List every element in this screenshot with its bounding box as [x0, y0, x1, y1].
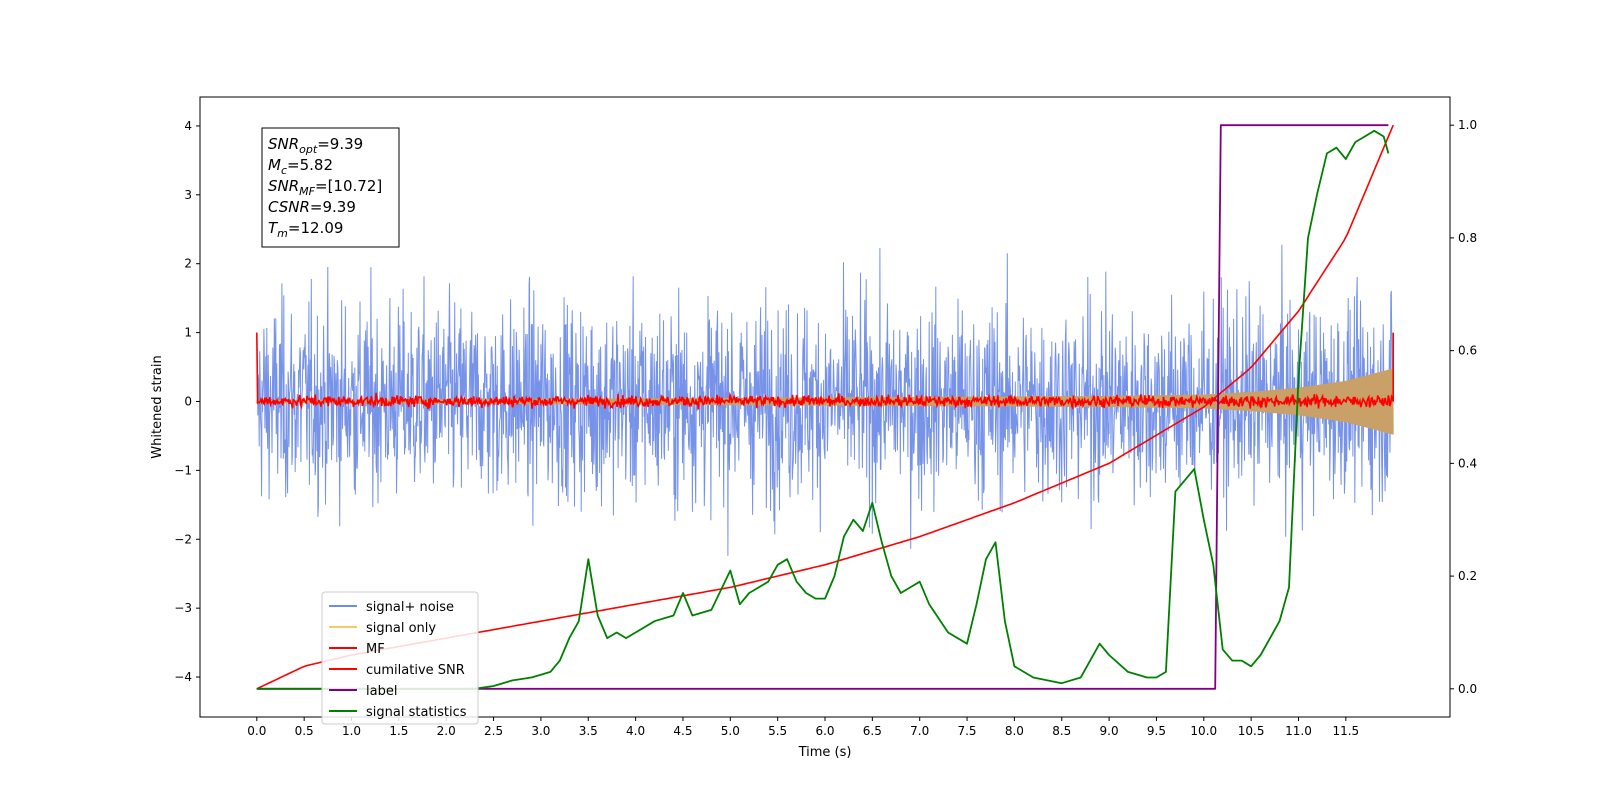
series-label: [256, 124, 1389, 690]
x-tick-label: 8.0: [1005, 724, 1024, 738]
x-tick-label: 0.0: [247, 724, 266, 738]
x-axis-label: Time (s): [798, 745, 852, 760]
y-tick-label: −2: [174, 532, 192, 546]
x-tick-label: 11.0: [1285, 724, 1312, 738]
annotation-symbol: SNR: [268, 177, 299, 195]
x-tick-label: 5.0: [721, 724, 740, 738]
annotation-symbol: T: [268, 219, 279, 237]
y2-tick-label: 0.4: [1458, 456, 1477, 470]
annotation-box: SNRopt=9.39Mc=5.82SNRMF=[10.72]CSNR=9.39…: [261, 127, 400, 248]
annotation-line: SNRMF=[10.72]: [268, 177, 382, 198]
annotation-value: =9.39: [317, 135, 363, 153]
y-tick-label: −3: [174, 601, 192, 615]
annotation-value: =9.39: [310, 198, 356, 216]
legend-label: MF: [366, 642, 385, 657]
y-tick-label: 3: [184, 188, 192, 202]
legend-label: signal only: [366, 621, 436, 636]
x-tick-label: 4.0: [626, 724, 645, 738]
y-tick-label: 0: [184, 394, 192, 408]
annotation-value: =5.82: [287, 156, 333, 174]
annotation-value: =12.09: [288, 219, 344, 237]
y-tick-label: 4: [184, 119, 192, 133]
annotation-frame: [261, 127, 400, 248]
y2-tick-label: 1.0: [1458, 118, 1477, 132]
legend-label: cumilative SNR: [366, 663, 465, 678]
x-tick-label: 4.5: [673, 724, 692, 738]
annotation-line: SNRopt=9.39: [268, 135, 363, 156]
x-tick-label: 7.5: [957, 724, 976, 738]
legend-frame: [321, 591, 479, 725]
y-tick-label: −1: [174, 463, 192, 477]
annotation-symbol: M: [268, 156, 281, 174]
annotation-subscript: c: [281, 164, 287, 177]
x-tick-label: 3.0: [531, 724, 550, 738]
x-tick-label: 1.5: [389, 724, 408, 738]
annotation-value: =[10.72]: [315, 177, 382, 195]
y-tick-label: 2: [184, 257, 192, 271]
series-signal-noise: [256, 244, 1394, 556]
y-tick-label: −4: [174, 670, 192, 684]
y-tick-label: 1: [184, 326, 192, 340]
annotation-subscript: MF: [299, 185, 315, 198]
y2-tick-label: 0.0: [1458, 682, 1477, 696]
x-tick-label: 6.5: [863, 724, 882, 738]
x-tick-label: 10.5: [1238, 724, 1265, 738]
series-signal-statistics: [256, 129, 1390, 690]
legend-label: label: [366, 684, 397, 699]
x-tick-label: 3.5: [579, 724, 598, 738]
annotation-line: Mc=5.82: [268, 156, 333, 177]
x-tick-label: 10.0: [1190, 724, 1217, 738]
annotation-symbol: CSNR: [268, 198, 310, 216]
annotation-line: Tm=12.09: [268, 219, 343, 240]
axis-ticks: 0.0 0.5 1.0 1.5 2.0 2.5 3.0 3.5 4.0 4.5 5.0 5.5 6.0 6…: [174, 118, 1477, 738]
x-tick-label: 7.0: [910, 724, 929, 738]
x-tick-label: 5.5: [768, 724, 787, 738]
series-mf: [256, 332, 1394, 411]
x-tick-label: 11.5: [1332, 724, 1359, 738]
y2-tick-label: 0.2: [1458, 569, 1477, 583]
x-tick-label: 0.5: [295, 724, 314, 738]
annotation-symbol: SNR: [268, 135, 299, 153]
x-tick-label: 1.0: [342, 724, 361, 738]
y2-tick-label: 0.8: [1458, 231, 1477, 245]
y2-tick-label: 0.6: [1458, 344, 1477, 358]
x-tick-label: 8.5: [1052, 724, 1071, 738]
legend: signal+ noise signal only MF cumilative SNR…: [321, 591, 479, 725]
x-tick-label: 6.0: [815, 724, 834, 738]
annotation-subscript: opt: [299, 143, 318, 156]
annotation-subscript: m: [277, 227, 288, 240]
legend-label: signal+ noise: [366, 600, 454, 615]
legend-label: signal statistics: [366, 705, 467, 720]
x-tick-label: 2.5: [484, 724, 503, 738]
x-tick-label: 9.0: [1100, 724, 1119, 738]
y-axis-label: Whitened strain: [150, 355, 165, 458]
x-tick-label: 9.5: [1147, 724, 1166, 738]
x-tick-label: 2.0: [437, 724, 456, 738]
annotation-line: CSNR=9.39: [268, 198, 356, 216]
